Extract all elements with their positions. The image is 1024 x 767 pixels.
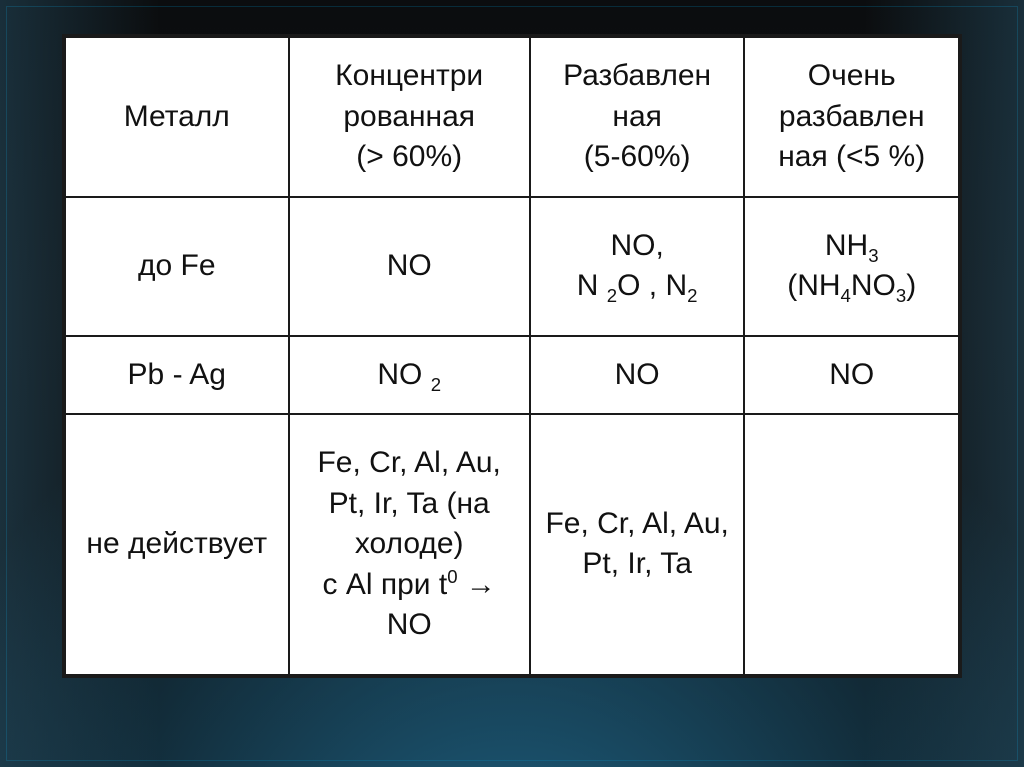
col-vdil: Оченьразбавленная (<5 %): [744, 37, 959, 197]
cell-conc: NO: [289, 197, 530, 336]
col-dil: Разбавленная(5-60%): [530, 37, 745, 197]
cell-vdil: NH3(NH4NO3): [744, 197, 959, 336]
slide-stage: Металл Концентрированная(> 60%) Разбавле…: [0, 0, 1024, 767]
cell-vdil: NO: [744, 336, 959, 415]
table-row: Pb - Ag NO 2 NO NO: [65, 336, 959, 415]
cell-dil: NO,N 2O , N2: [530, 197, 745, 336]
table-header-row: Металл Концентрированная(> 60%) Разбавле…: [65, 37, 959, 197]
table-card: Металл Концентрированная(> 60%) Разбавле…: [62, 34, 962, 678]
cell-vdil: [744, 414, 959, 675]
col-conc: Концентрированная(> 60%): [289, 37, 530, 197]
cell-metal: не действует: [65, 414, 289, 675]
cell-dil: NO: [530, 336, 745, 415]
chem-table: Металл Концентрированная(> 60%) Разбавле…: [64, 36, 960, 676]
table-row: не действует Fe, Cr, Al, Au,Pt, Ir, Ta (…: [65, 414, 959, 675]
cell-conc: NO 2: [289, 336, 530, 415]
col-metal: Металл: [65, 37, 289, 197]
cell-metal: Pb - Ag: [65, 336, 289, 415]
cell-conc: Fe, Cr, Al, Au,Pt, Ir, Ta (нахолоде)с Al…: [289, 414, 530, 675]
cell-dil: Fe, Cr, Al, Au,Pt, Ir, Ta: [530, 414, 745, 675]
cell-metal: до Fe: [65, 197, 289, 336]
table-row: до Fe NO NO,N 2O , N2 NH3(NH4NO3): [65, 197, 959, 336]
